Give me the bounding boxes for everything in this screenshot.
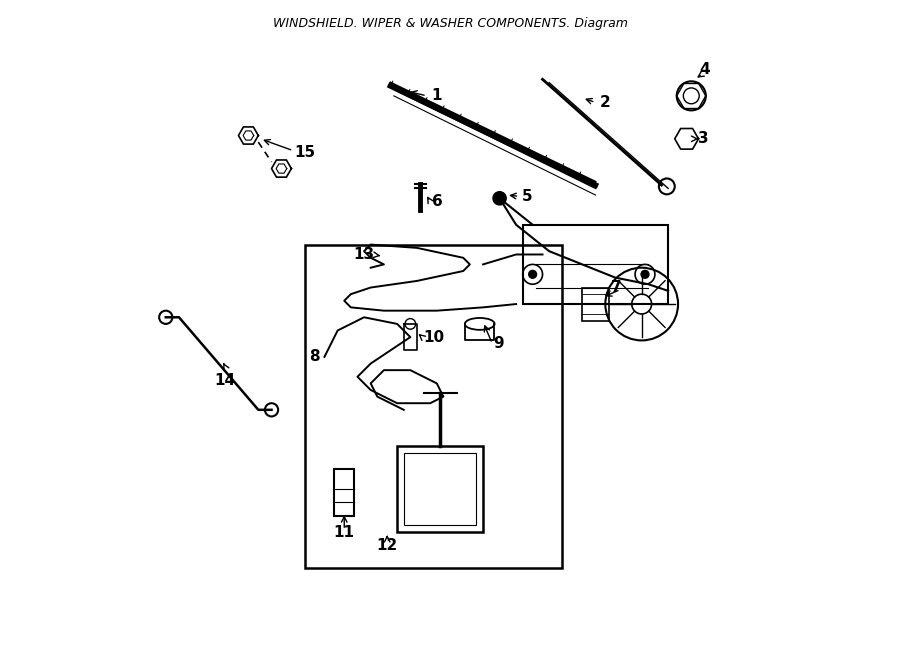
Text: 5: 5 — [521, 189, 532, 204]
Polygon shape — [272, 160, 292, 177]
Text: 2: 2 — [600, 95, 611, 110]
Circle shape — [159, 311, 173, 324]
Bar — [304, 245, 562, 568]
Bar — [334, 469, 355, 516]
Circle shape — [265, 403, 278, 416]
Bar — [404, 453, 476, 525]
Text: 4: 4 — [699, 62, 710, 77]
Circle shape — [493, 192, 506, 205]
Text: 1: 1 — [431, 88, 442, 102]
Text: 8: 8 — [310, 350, 320, 364]
Text: 10: 10 — [424, 330, 445, 344]
Polygon shape — [238, 127, 258, 144]
Circle shape — [405, 319, 416, 329]
Bar — [523, 225, 668, 304]
Circle shape — [528, 270, 537, 279]
Text: 6: 6 — [432, 194, 443, 209]
Text: WINDSHIELD. WIPER & WASHER COMPONENTS. Diagram: WINDSHIELD. WIPER & WASHER COMPONENTS. D… — [273, 17, 627, 30]
Text: 15: 15 — [294, 145, 316, 159]
Text: 7: 7 — [611, 280, 622, 295]
Text: 14: 14 — [215, 373, 236, 387]
Text: 12: 12 — [376, 538, 398, 553]
Bar — [397, 446, 483, 532]
Bar — [582, 288, 608, 321]
Circle shape — [641, 270, 650, 279]
Text: 3: 3 — [698, 132, 708, 146]
Text: 13: 13 — [353, 247, 374, 262]
Text: 11: 11 — [334, 525, 355, 539]
Text: 9: 9 — [493, 336, 504, 351]
